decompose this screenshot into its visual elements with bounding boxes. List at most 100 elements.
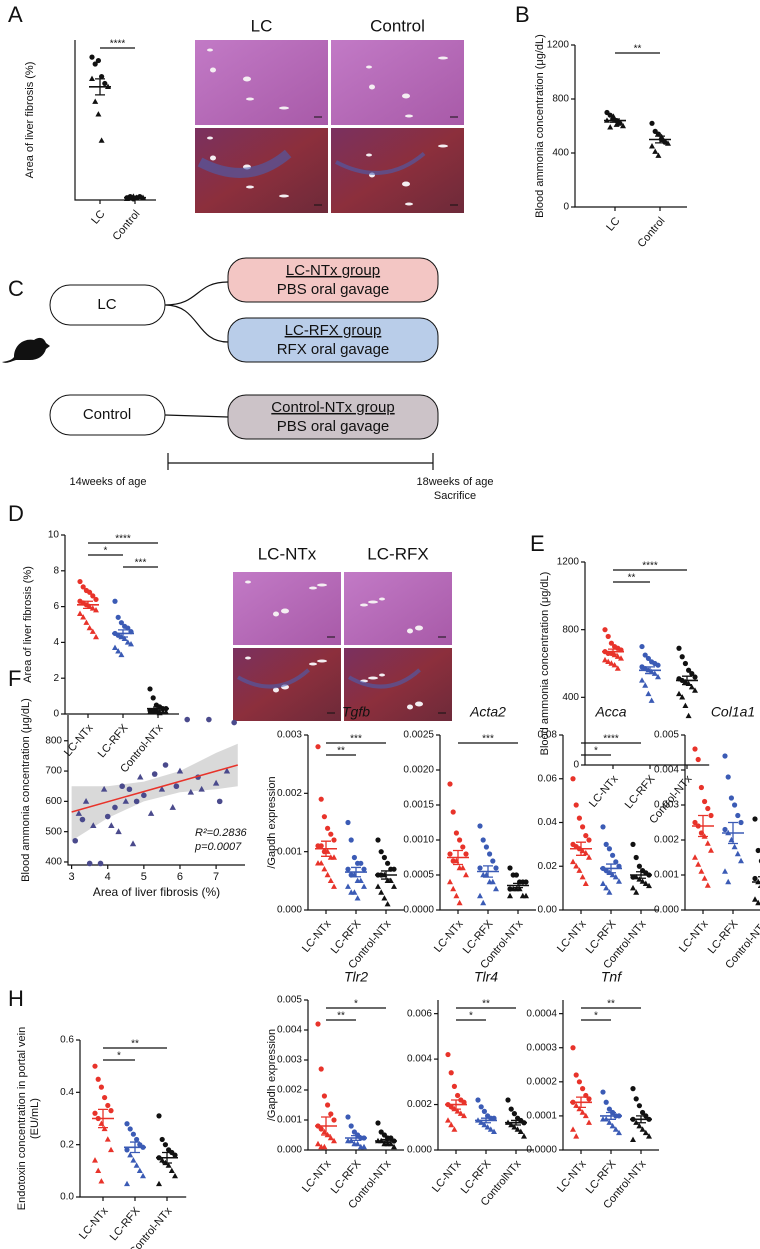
data-point (198, 785, 205, 792)
data-point (722, 826, 728, 833)
chart-title: Col1a1 (711, 704, 755, 720)
data-point (98, 137, 105, 143)
sem-bar (483, 865, 493, 878)
data-point (583, 833, 589, 839)
data-point (600, 824, 606, 830)
data-point (115, 828, 122, 835)
y-tick-label: 0.06 (538, 773, 558, 784)
y-tick-label: 0.006 (407, 1008, 432, 1019)
group-title: LC-NTx group (286, 262, 380, 279)
data-point (128, 640, 134, 647)
chart-title: Acca (594, 704, 626, 720)
data-point (134, 1136, 140, 1143)
significance-label: *** (350, 734, 362, 745)
significance-label: * (594, 746, 598, 757)
data-point (168, 1167, 175, 1174)
data-point (608, 640, 615, 646)
x-tick-label: LC (604, 215, 622, 234)
data-point (165, 1162, 172, 1168)
y-tick-label: 6 (53, 601, 59, 612)
data-point (732, 802, 738, 808)
data-point (150, 695, 156, 701)
data-point (156, 1113, 162, 1119)
data-point (652, 148, 659, 154)
timeline-end: 18weeks of age (416, 476, 493, 488)
vessel (210, 67, 216, 73)
data-point (119, 783, 125, 790)
data-point (511, 1111, 517, 1117)
data-point (752, 875, 758, 882)
data-point (99, 73, 105, 80)
fibrosis (348, 668, 421, 689)
data-point (162, 762, 169, 768)
fibrosis (237, 668, 310, 689)
data-point (508, 1106, 514, 1112)
data-point (318, 1126, 324, 1132)
data-point (104, 813, 111, 820)
micrograph-label: Control (370, 16, 425, 35)
data-point (172, 1172, 178, 1179)
data-point (480, 899, 487, 906)
sem-bar (451, 1099, 461, 1110)
data-point (169, 804, 176, 810)
y-tick-label: 1200 (547, 40, 570, 51)
data-point (630, 1136, 636, 1142)
data-point (491, 1115, 497, 1121)
data-point (708, 812, 714, 819)
significance-label: *** (135, 558, 147, 569)
significance-label: * (117, 1051, 121, 1062)
data-point (354, 895, 361, 901)
data-point (692, 687, 698, 693)
data-point (507, 892, 513, 899)
data-point (130, 1157, 137, 1163)
data-point (448, 1070, 454, 1076)
data-point (331, 854, 337, 860)
data-point (358, 860, 364, 866)
significance-label: ** (482, 999, 490, 1010)
data-point (606, 846, 613, 852)
data-point (318, 843, 324, 849)
data-point (609, 871, 616, 878)
data-point (391, 883, 397, 889)
data-point (321, 814, 327, 820)
data-point (708, 847, 714, 853)
data-point (676, 690, 682, 697)
significance-label: ** (337, 746, 345, 757)
data-point (93, 596, 99, 603)
data-point (636, 863, 643, 869)
data-point (483, 844, 489, 850)
significance-label: **** (110, 39, 126, 50)
vessel (379, 597, 385, 601)
y-tick-label: 0.4 (60, 1087, 74, 1098)
x-tick-label: LC-RFX (96, 722, 131, 761)
data-point (89, 628, 96, 634)
data-point (89, 75, 95, 82)
sem-bar (130, 196, 140, 199)
y-tick-label: 0.0025 (403, 730, 434, 741)
data-point (172, 1152, 178, 1158)
panel-letter: C (8, 276, 24, 301)
data-point (570, 1045, 576, 1051)
data-point (461, 1112, 467, 1119)
x-axis-label: Area of liver fibrosis (%) (93, 885, 220, 899)
y-tick-label: 800 (45, 735, 62, 746)
y-axis-label: Endotoxin concentration in portal vein (16, 1027, 28, 1210)
data-point (381, 895, 388, 901)
data-point (87, 589, 93, 595)
data-point (738, 857, 744, 864)
vessel (405, 202, 413, 206)
sem-bar (153, 706, 163, 711)
data-point (391, 866, 397, 872)
panel-letter: H (8, 986, 24, 1011)
y-tick-label: 0.002 (277, 788, 302, 799)
vessel (245, 656, 251, 660)
y-tick-label: 0.00 (538, 905, 558, 916)
data-point (731, 843, 738, 850)
data-point (173, 783, 180, 790)
vessel (369, 84, 375, 90)
y-axis-label: /Gapdh expression (266, 776, 278, 868)
chart-title: Tnf (601, 969, 623, 985)
data-point (206, 716, 212, 723)
micrograph (331, 40, 464, 125)
